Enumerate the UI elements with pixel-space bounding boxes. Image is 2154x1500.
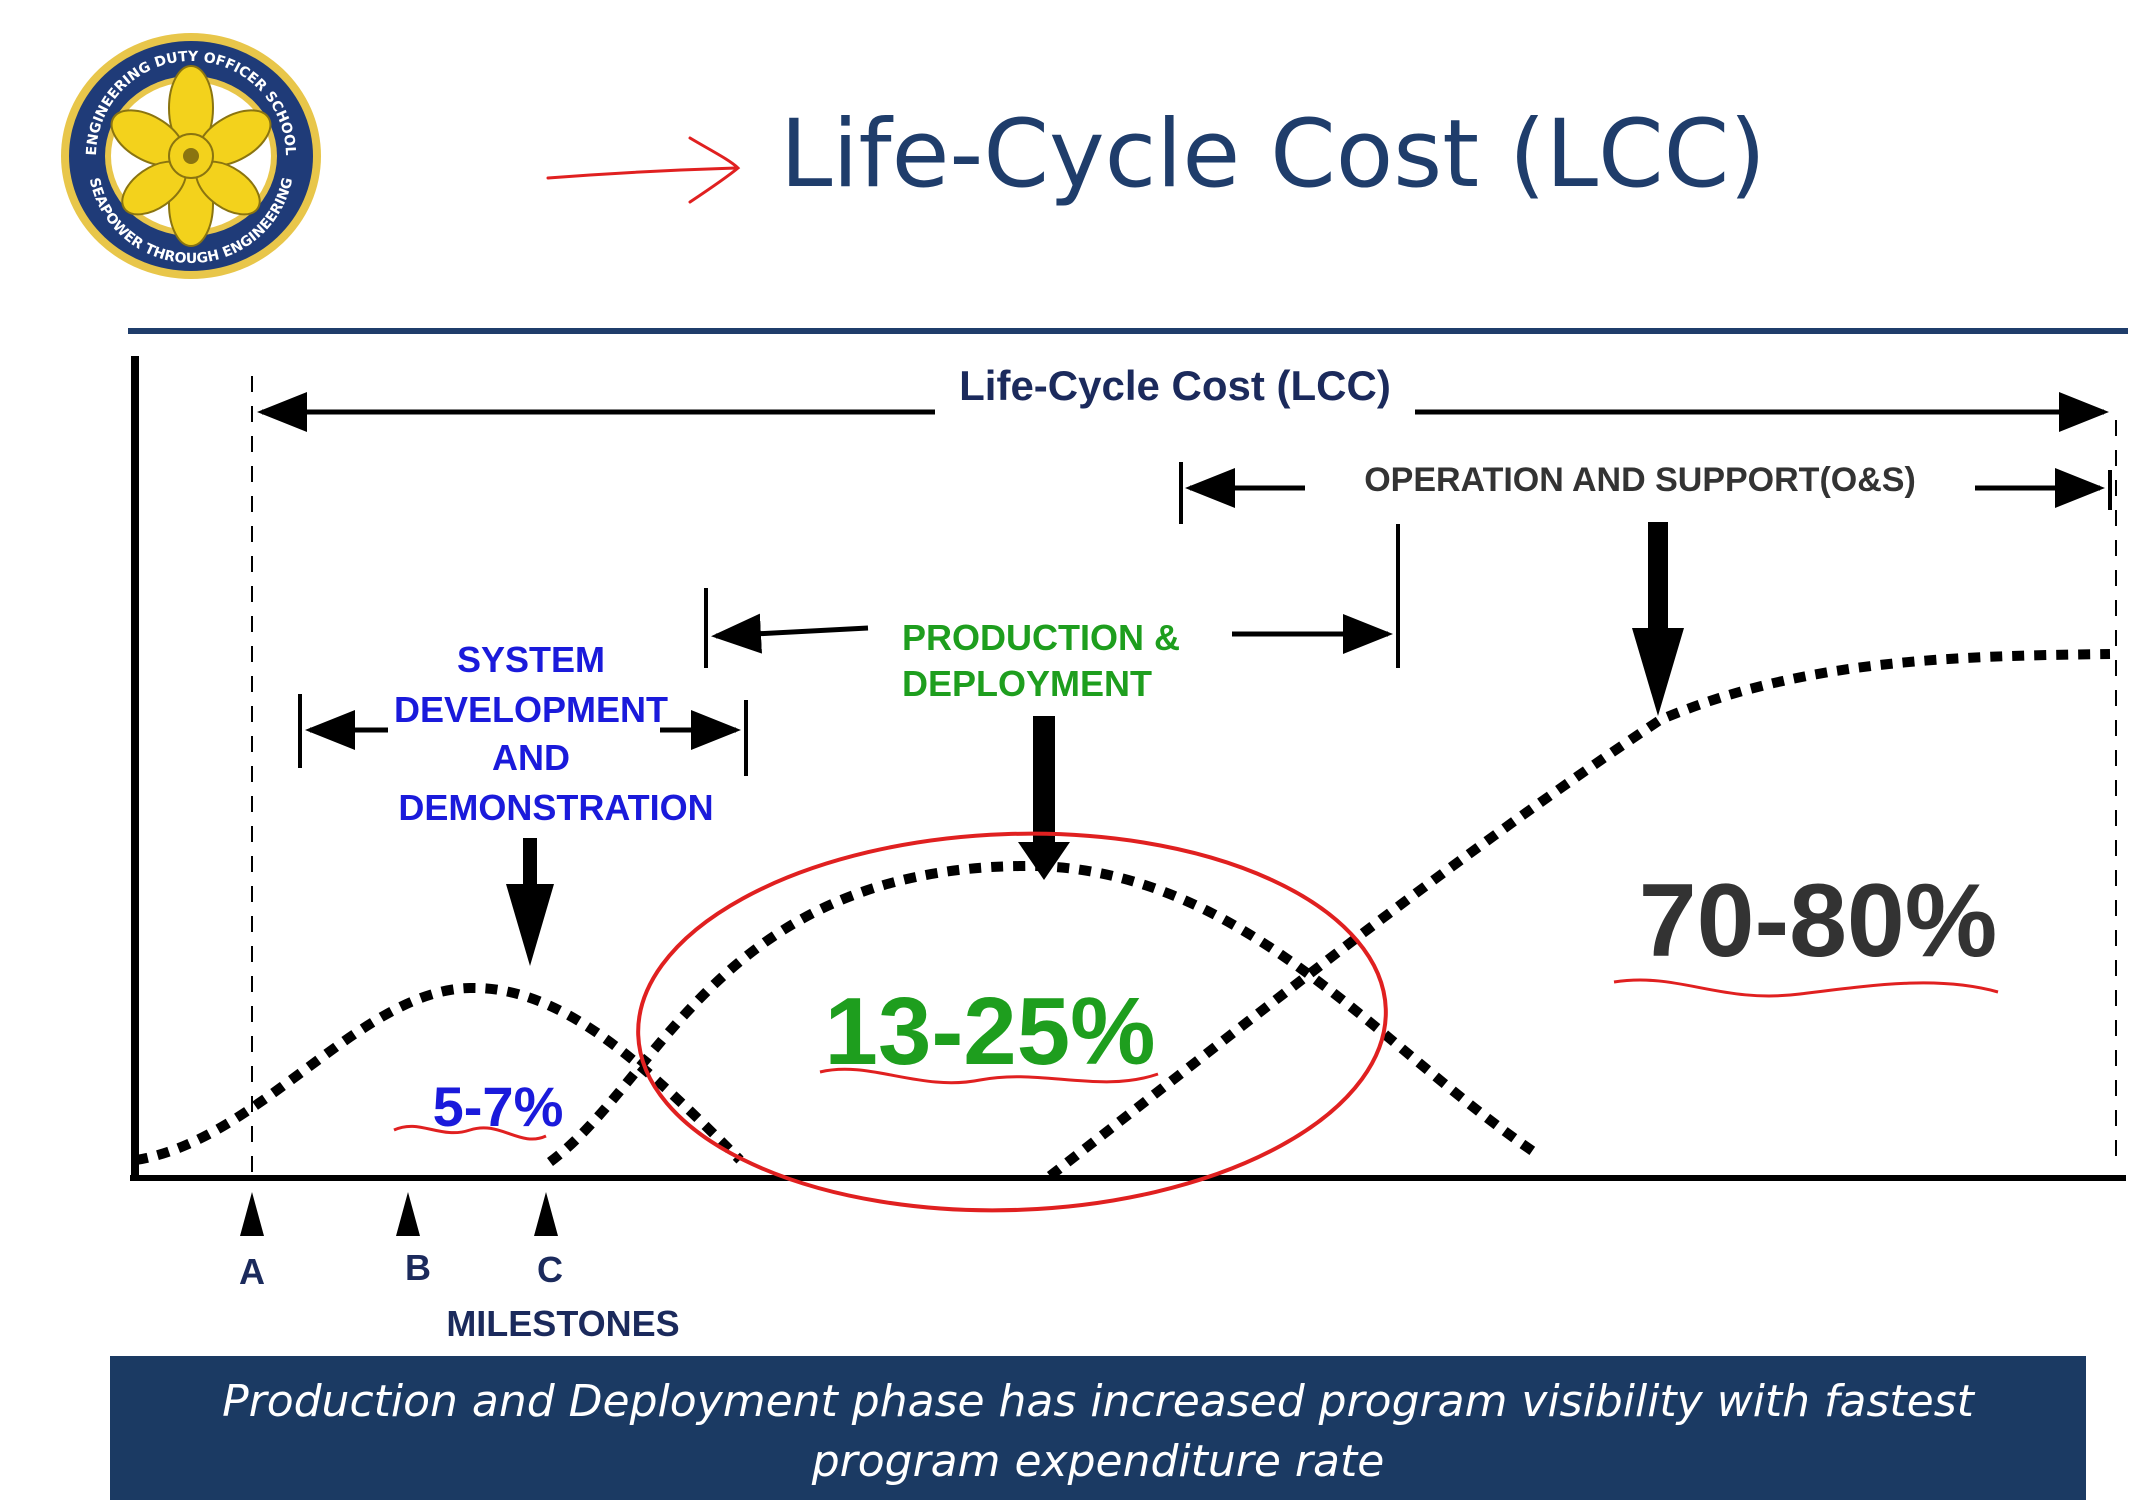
footer-line-2: program expenditure rate	[811, 1436, 1385, 1487]
footer-line-1: Production and Deployment phase has incr…	[222, 1376, 1974, 1427]
red-underline-sdd	[393, 1124, 547, 1141]
pd-down-arrow	[1018, 716, 1070, 880]
os-span-label: OPERATION AND SUPPORT(O&S)	[1364, 461, 1916, 499]
os-cost-curve	[1046, 649, 2111, 1180]
red-underline-os	[1613, 978, 1999, 998]
milestone-a: A	[239, 1192, 265, 1292]
milestone-b: B	[396, 1192, 431, 1288]
title-divider	[128, 328, 2128, 334]
slide-title: Life-Cycle Cost (LCC)	[780, 100, 1766, 209]
lcc-span-label: Life-Cycle Cost (LCC)	[959, 362, 1391, 409]
os-down-arrow	[1632, 522, 1684, 716]
red-underline-pd	[819, 1067, 1159, 1085]
sdd-span-label: SYSTEM DEVELOPMENT AND DEMONSTRATION	[394, 639, 714, 828]
footer-caption: Production and Deployment phase has incr…	[110, 1372, 2086, 1492]
pd-cost-curve	[547, 860, 1543, 1167]
svg-text:C: C	[537, 1249, 563, 1290]
milestone-c: C	[534, 1192, 563, 1290]
pd-percentage: 13-25%	[825, 978, 1156, 1085]
pd-span-label: PRODUCTION & DEPLOYMENT	[902, 617, 1190, 704]
sdd-down-arrow	[506, 838, 554, 966]
footer-banner: Production and Deployment phase has incr…	[110, 1356, 2086, 1500]
engineering-duty-officer-school-seal: ENGINEERING DUTY OFFICER SCHOOL SEAPOWER…	[61, 33, 321, 279]
svg-text:A: A	[239, 1251, 265, 1292]
svg-text:B: B	[405, 1247, 431, 1288]
red-circle-annotation	[636, 831, 1388, 1213]
milestones-label: MILESTONES	[446, 1303, 679, 1344]
os-percentage: 70-80%	[1639, 863, 1997, 979]
sdd-percentage: 5-7%	[433, 1075, 564, 1138]
handwritten-red-arrow	[546, 136, 741, 204]
pd-arrow-left	[711, 613, 869, 654]
